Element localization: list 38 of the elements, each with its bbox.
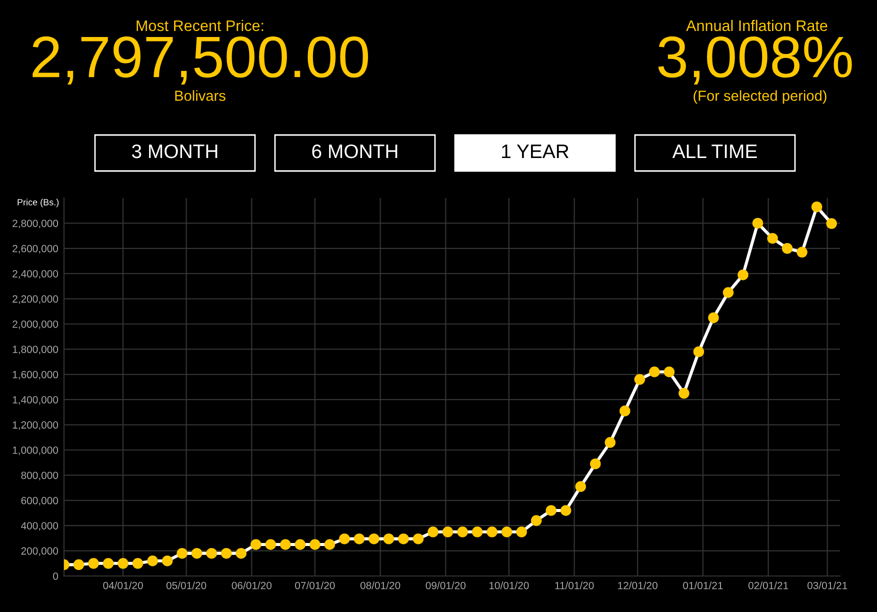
text: Bolivars bbox=[175, 90, 226, 101]
text: ALL TIME bbox=[672, 144, 757, 158]
y-tick-label: 800,000 bbox=[21, 472, 58, 480]
x-tick-label: 11/01/20 bbox=[555, 582, 594, 590]
x-tick-label: 07/01/20 bbox=[295, 582, 335, 590]
x-tick-label: 04/01/20 bbox=[103, 582, 143, 590]
y-tick-label: 600,000 bbox=[21, 496, 58, 506]
y-tick-label: 2,000,000 bbox=[12, 320, 58, 330]
y-tick-label: 2,400,000 bbox=[12, 270, 58, 279]
y-axis-title: Price (Bs.) bbox=[18, 198, 59, 208]
y-tick-label: 1,000,000 bbox=[12, 446, 58, 456]
y-tick-label: 2,200,000 bbox=[12, 295, 58, 304]
x-tick-label: 10/01/20 bbox=[489, 582, 529, 590]
y-tick-label: 1,800,000 bbox=[12, 346, 58, 354]
y-tick-label: 2,800,000 bbox=[12, 220, 58, 228]
text: 3 MONTH bbox=[132, 144, 218, 158]
text: Most Recent Price: bbox=[136, 20, 264, 32]
x-tick-label: 05/01/20 bbox=[166, 582, 206, 590]
x-tick-label: 01/01/21 bbox=[683, 582, 723, 590]
x-tick-label: 08/01/20 bbox=[360, 582, 400, 590]
x-tick-label: 03/01/21 bbox=[807, 582, 848, 590]
x-tick-label: 02/01/21 bbox=[748, 582, 788, 590]
text: 6 MONTH bbox=[312, 144, 398, 158]
y-tick-label: 200,000 bbox=[21, 547, 58, 556]
text: Annual Inflation Rate bbox=[686, 20, 828, 32]
x-tick-label: 09/01/20 bbox=[426, 582, 466, 590]
text: 3,008% bbox=[658, 36, 852, 85]
text: 2,797,500.00 bbox=[32, 36, 368, 85]
y-tick-label: 2,600,000 bbox=[12, 244, 58, 254]
x-tick-label: 06/01/20 bbox=[232, 582, 272, 590]
text: 1 YEAR bbox=[502, 144, 569, 158]
x-tick-label: 12/01/20 bbox=[618, 582, 658, 590]
y-tick-label: 400,000 bbox=[21, 522, 58, 531]
y-tick-label: 0 bbox=[53, 572, 58, 580]
y-tick-label: 1,400,000 bbox=[12, 396, 58, 405]
y-tick-label: 1,200,000 bbox=[12, 421, 58, 430]
y-tick-label: 1,600,000 bbox=[12, 370, 58, 380]
text: (For selected period) bbox=[694, 90, 826, 104]
